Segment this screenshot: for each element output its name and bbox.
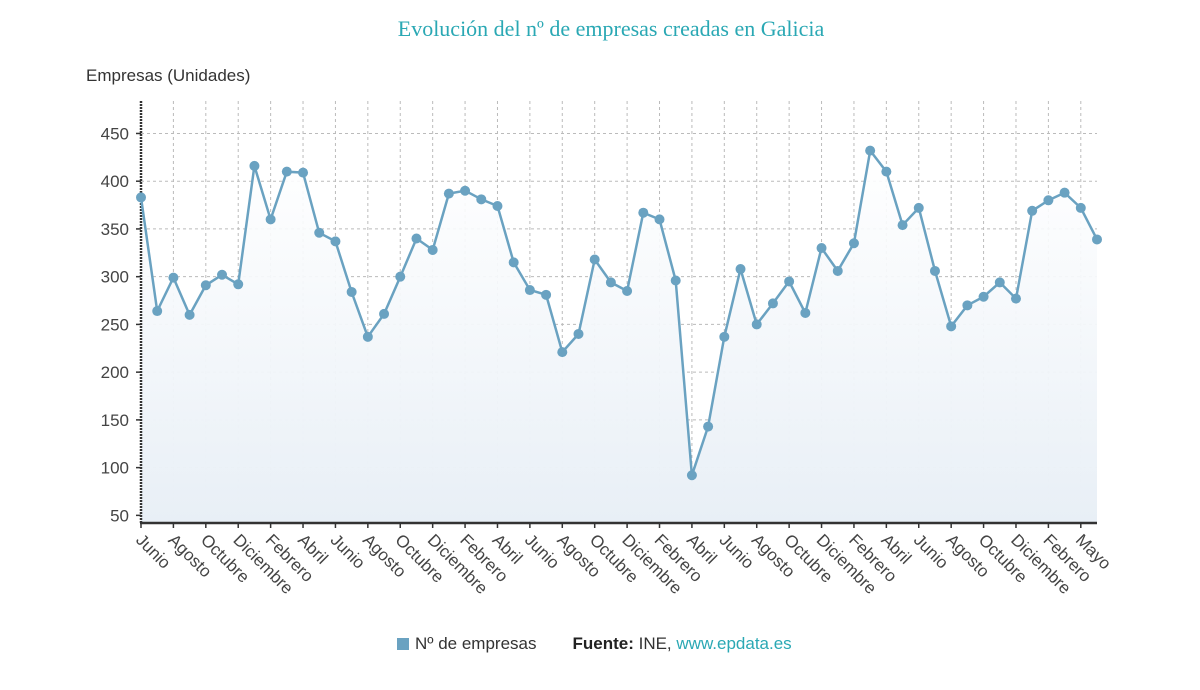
data-point xyxy=(427,244,438,255)
data-point xyxy=(832,265,843,276)
source-label: Fuente: xyxy=(572,634,634,653)
data-point xyxy=(1075,202,1086,213)
data-point xyxy=(281,166,292,177)
data-point xyxy=(1092,234,1102,245)
data-point xyxy=(233,279,244,290)
data-point xyxy=(735,264,746,275)
data-point xyxy=(168,272,179,283)
source-value: INE, xyxy=(633,634,677,653)
data-point xyxy=(897,220,908,231)
data-point xyxy=(1043,195,1054,206)
data-point xyxy=(265,214,276,225)
x-tick-label: Junio xyxy=(910,530,952,572)
data-point xyxy=(573,328,584,339)
data-point xyxy=(913,202,924,213)
legend-swatch xyxy=(397,638,409,650)
y-tick-label: 250 xyxy=(101,315,129,334)
data-point xyxy=(152,306,163,317)
y-tick-labels: 50 100 150 200 250 300 350 400 450 xyxy=(101,124,129,525)
y-tick-label: 100 xyxy=(101,459,129,478)
data-point xyxy=(686,470,697,481)
y-tick-label: 150 xyxy=(101,411,129,430)
series-area xyxy=(141,150,1097,523)
data-point xyxy=(1059,187,1070,198)
data-point xyxy=(1010,293,1021,304)
y-tick-label: 350 xyxy=(101,220,129,239)
data-point xyxy=(200,280,211,291)
source-link[interactable]: www.epdata.es xyxy=(676,634,792,653)
data-point xyxy=(379,308,390,319)
data-point xyxy=(476,194,487,205)
data-point xyxy=(411,233,422,244)
data-point xyxy=(557,347,568,358)
legend-series-label: Nº de empresas xyxy=(415,634,537,653)
data-point xyxy=(605,277,616,288)
data-point xyxy=(865,145,876,156)
data-point xyxy=(1027,205,1038,216)
data-point xyxy=(362,331,373,342)
x-tick-label: Junio xyxy=(521,530,563,572)
y-tick-label: 300 xyxy=(101,268,129,287)
y-tick-label: 200 xyxy=(101,363,129,382)
data-point xyxy=(395,271,406,282)
data-point xyxy=(524,285,535,296)
data-point xyxy=(703,421,714,432)
data-point xyxy=(589,254,600,265)
chart-title: Evolución del nº de empresas creadas en … xyxy=(397,16,825,41)
data-point xyxy=(767,298,778,309)
data-point xyxy=(719,331,730,342)
data-point xyxy=(346,286,357,297)
data-point xyxy=(249,160,260,171)
data-point xyxy=(622,285,633,296)
x-tick-label: Junio xyxy=(327,530,369,572)
data-point xyxy=(314,227,325,238)
data-point xyxy=(929,265,940,276)
axes xyxy=(136,101,1097,528)
data-point xyxy=(946,321,957,332)
data-point xyxy=(217,269,228,280)
data-point xyxy=(994,277,1005,288)
data-point xyxy=(670,275,681,286)
source-note: Fuente: INE, www.epdata.es xyxy=(572,634,791,654)
data-point xyxy=(978,291,989,302)
data-point xyxy=(184,309,195,320)
data-point xyxy=(492,201,503,212)
data-point xyxy=(460,185,471,196)
y-tick-label: 450 xyxy=(101,124,129,143)
data-point xyxy=(751,319,762,330)
y-tick-label: 400 xyxy=(101,172,129,191)
x-tick-label: Junio xyxy=(715,530,757,572)
y-tick-label: 50 xyxy=(110,506,129,525)
data-point xyxy=(881,166,892,177)
data-point xyxy=(848,238,859,249)
y-axis-label: Empresas (Unidades) xyxy=(86,66,251,85)
data-point xyxy=(784,276,795,287)
data-point xyxy=(443,188,454,199)
data-point xyxy=(508,257,519,268)
x-tick-label: Junio xyxy=(132,530,174,572)
data-point xyxy=(136,192,146,203)
data-point xyxy=(816,243,827,254)
x-tick-labels: JunioAgostoOctubreDiciembreFebreroAbrilJ… xyxy=(132,530,1115,598)
data-point xyxy=(800,307,811,318)
data-point xyxy=(541,289,552,300)
data-point xyxy=(962,300,973,311)
data-point xyxy=(330,236,341,247)
data-point xyxy=(654,214,665,225)
data-point xyxy=(298,167,309,178)
series-points xyxy=(136,145,1102,481)
data-point xyxy=(638,207,649,218)
legend: Nº de empresas Fuente: INE, www.epdata.e… xyxy=(397,634,792,654)
